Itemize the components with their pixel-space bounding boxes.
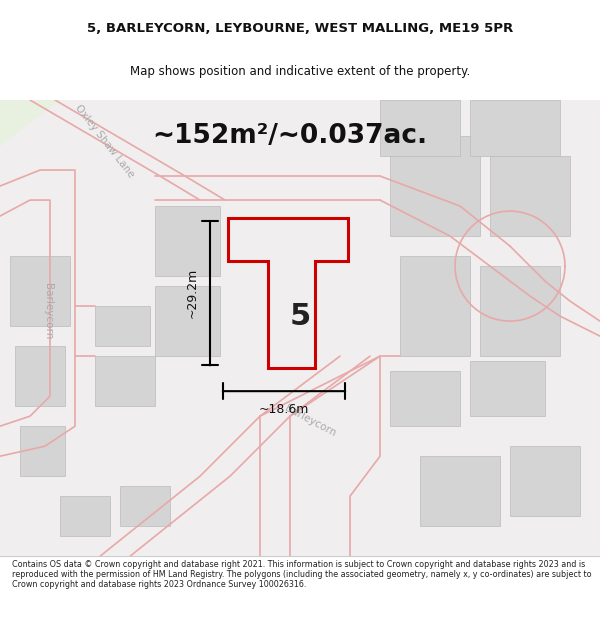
Text: ~29.2m: ~29.2m <box>185 268 199 318</box>
Polygon shape <box>155 286 220 356</box>
Polygon shape <box>470 100 560 156</box>
Text: Barleycorn: Barleycorn <box>283 404 337 439</box>
Text: 5: 5 <box>289 302 311 331</box>
Text: Barleycorn: Barleycorn <box>43 283 53 339</box>
Polygon shape <box>400 256 470 356</box>
Polygon shape <box>95 306 150 346</box>
Text: ~152m²/~0.037ac.: ~152m²/~0.037ac. <box>152 123 428 149</box>
Polygon shape <box>15 346 65 406</box>
Polygon shape <box>420 456 500 526</box>
Polygon shape <box>95 356 155 406</box>
Text: 5, BARLEYCORN, LEYBOURNE, WEST MALLING, ME19 5PR: 5, BARLEYCORN, LEYBOURNE, WEST MALLING, … <box>87 21 513 34</box>
Polygon shape <box>510 446 580 516</box>
Text: Contains OS data © Crown copyright and database right 2021. This information is : Contains OS data © Crown copyright and d… <box>12 560 592 589</box>
Polygon shape <box>155 206 220 276</box>
Polygon shape <box>10 256 70 326</box>
Polygon shape <box>0 100 60 146</box>
Polygon shape <box>390 136 480 236</box>
Text: Oxley Shaw Lane: Oxley Shaw Lane <box>73 102 137 179</box>
Polygon shape <box>120 486 170 526</box>
Polygon shape <box>390 371 460 426</box>
Polygon shape <box>470 361 545 416</box>
Polygon shape <box>60 496 110 536</box>
Polygon shape <box>490 156 570 236</box>
Text: ~18.6m: ~18.6m <box>259 402 309 416</box>
Polygon shape <box>480 266 560 356</box>
Text: Map shows position and indicative extent of the property.: Map shows position and indicative extent… <box>130 66 470 79</box>
Polygon shape <box>380 100 460 156</box>
Polygon shape <box>20 426 65 476</box>
